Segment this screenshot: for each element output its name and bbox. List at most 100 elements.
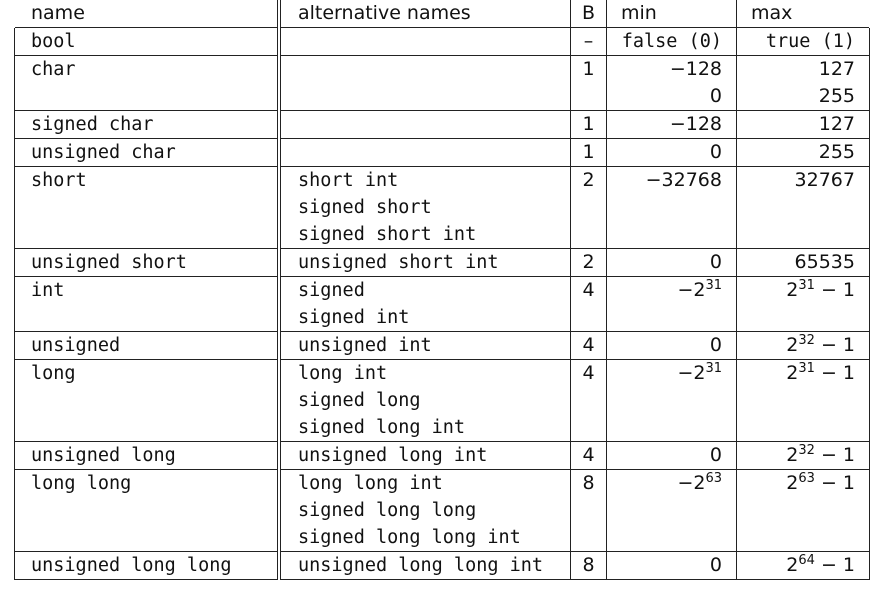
table-row: int signed signed int 4 −231 231 − 1	[14, 276, 870, 332]
max-cell: 232 − 1	[736, 441, 870, 470]
table-row: short short int signed short signed short i…	[14, 166, 870, 249]
min-cell: −263	[606, 469, 737, 552]
min-cell: −128 0	[606, 55, 737, 111]
max-cell: 127 255	[736, 55, 870, 111]
alternative-names-cell	[277, 55, 571, 111]
bytes-cell: 1	[570, 138, 607, 167]
max-value: 32767	[794, 169, 855, 191]
table-row: unsigned short unsigned short int 2 0 65535	[14, 248, 870, 277]
min-cell: 0	[606, 138, 737, 167]
type-name: long	[31, 363, 76, 384]
max-value: 263 − 1	[786, 471, 855, 494]
alternative-name: unsigned short int	[298, 252, 499, 273]
type-name-cell: signed char	[14, 110, 279, 139]
max-value: 255	[818, 141, 855, 163]
min-cell: false (0)	[606, 27, 737, 56]
table-row: unsigned unsigned int 4 0 232 − 1	[14, 331, 870, 360]
alternative-names-cell: unsigned short int	[277, 248, 571, 277]
min-value: 0	[709, 444, 722, 466]
bytes-cell: 2	[570, 166, 607, 249]
alternative-name: unsigned long long int	[298, 555, 544, 576]
table-row-group: short short int signed short signed short i…	[14, 166, 870, 249]
bytes-cell: –	[570, 27, 607, 56]
bytes-cell: 8	[570, 551, 607, 580]
max-value: 127	[818, 113, 855, 135]
min-value: 0	[709, 334, 722, 356]
table-row-group: long long int signed long signed long int 4 −…	[14, 359, 870, 442]
type-name-cell: unsigned char	[14, 138, 279, 167]
alternative-name: long int	[298, 363, 388, 384]
bytes-value: 4	[582, 279, 595, 301]
max-value: 127	[818, 58, 855, 80]
table-row: long long long long int signed long long si…	[14, 469, 870, 552]
table-row-group: char 1 −128 0 127 255	[14, 55, 870, 111]
max-cell: true (1)	[736, 27, 870, 56]
integer-types-table-container: name alternative names B min max bool – fa…	[14, 0, 870, 580]
max-cell: 264 − 1	[736, 551, 870, 580]
type-name-cell: unsigned short	[14, 248, 279, 277]
bytes-cell: 4	[570, 359, 607, 442]
header-max: max	[736, 0, 870, 28]
min-value: 0	[709, 251, 722, 273]
bytes-cell: 4	[570, 331, 607, 360]
max-value: 232 − 1	[786, 333, 855, 356]
type-name: unsigned	[31, 335, 121, 356]
max-value: 255	[818, 85, 855, 107]
bytes-value: 2	[582, 251, 595, 273]
table-row-group: int signed signed int 4 −231 231 − 1	[14, 276, 870, 332]
min-cell: 0	[606, 441, 737, 470]
type-name-cell: unsigned	[14, 331, 279, 360]
max-value: 231 − 1	[786, 361, 855, 384]
min-value: −263	[677, 471, 722, 494]
alternative-names-cell	[277, 110, 571, 139]
bytes-value: 1	[582, 113, 595, 135]
min-value: 0	[709, 554, 722, 576]
min-value: −128	[669, 113, 722, 135]
alternative-names-cell: unsigned int	[277, 331, 571, 360]
min-cell: −128	[606, 110, 737, 139]
table-row: char 1 −128 0 127 255	[14, 55, 870, 111]
bytes-value: 2	[582, 169, 595, 191]
min-cell: 0	[606, 551, 737, 580]
bytes-cell: 2	[570, 248, 607, 277]
min-cell: 0	[606, 248, 737, 277]
bytes-value: 4	[582, 362, 595, 384]
table-row: unsigned long long unsigned long long int…	[14, 551, 870, 580]
bytes-value: 1	[582, 141, 595, 163]
alternative-name: signed	[298, 280, 365, 301]
max-value: 264 − 1	[786, 553, 855, 576]
min-cell: −32768	[606, 166, 737, 249]
min-value: false (0)	[621, 31, 722, 52]
table-row: signed char 1 −128 127	[14, 110, 870, 139]
alternative-name: signed long long	[298, 500, 477, 521]
bytes-value: 8	[582, 472, 595, 494]
header-row: name alternative names B min max	[14, 0, 870, 28]
table-row: bool – false (0) true (1)	[14, 27, 870, 56]
type-name: unsigned long long	[31, 555, 232, 576]
alternative-name: long long int	[298, 473, 443, 494]
max-cell: 255	[736, 138, 870, 167]
type-name-cell: unsigned long long	[14, 551, 279, 580]
alternative-names-cell: unsigned long int	[277, 441, 571, 470]
alternative-name: signed short int	[298, 224, 477, 245]
header-bytes: B	[570, 0, 607, 28]
max-cell: 65535	[736, 248, 870, 277]
integer-types-table: name alternative names B min max bool – fa…	[14, 0, 870, 580]
alternative-name: signed long	[298, 390, 421, 411]
header-min: min	[606, 0, 737, 28]
table-row-group: unsigned char 1 0 255	[14, 138, 870, 167]
min-value: 0	[709, 85, 722, 107]
table-row: unsigned long unsigned long int 4 0 232 − 1	[14, 441, 870, 470]
min-cell: −231	[606, 359, 737, 442]
max-cell: 232 − 1	[736, 331, 870, 360]
bytes-value: 4	[582, 444, 595, 466]
alternative-names-cell	[277, 27, 571, 56]
table-row-group: bool – false (0) true (1)	[14, 27, 870, 56]
type-name-cell: bool	[14, 27, 279, 56]
alternative-name: unsigned long int	[298, 445, 488, 466]
max-value: 232 − 1	[786, 443, 855, 466]
max-cell: 32767	[736, 166, 870, 249]
alternative-names-cell: signed signed int	[277, 276, 571, 332]
type-name: short	[31, 170, 87, 191]
type-name-cell: char	[14, 55, 279, 111]
